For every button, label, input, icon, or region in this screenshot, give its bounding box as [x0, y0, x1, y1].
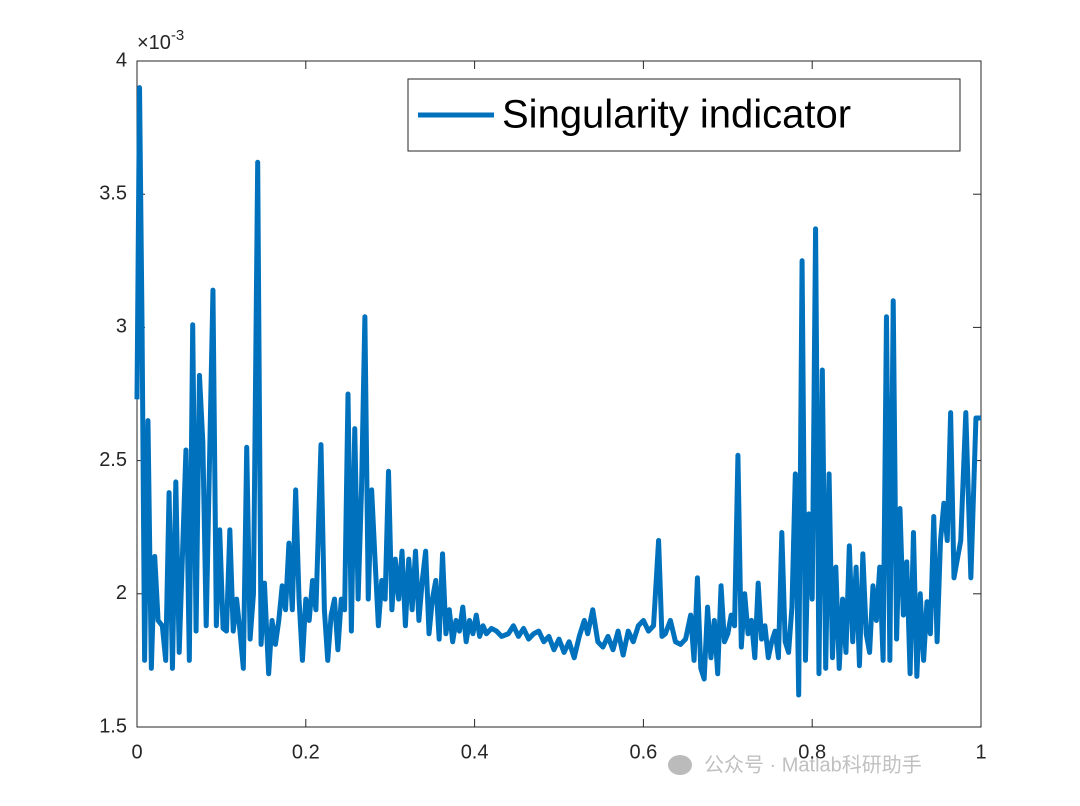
legend-box: [407, 78, 961, 152]
watermark-text: 公众号 · Matlab科研助手: [704, 753, 922, 776]
exponent-power: -3: [171, 27, 184, 44]
exponent-base: ×10: [137, 32, 171, 54]
y-tick-label: 4: [116, 49, 127, 71]
y-tick-label: 3.5: [99, 182, 127, 204]
x-tick-label: 0: [131, 741, 142, 763]
y-tick-label: 3: [116, 316, 127, 338]
watermark-icon: [668, 755, 692, 775]
y-tick-label: 2.5: [99, 449, 127, 471]
y-tick-label: 2: [116, 582, 127, 604]
x-tick-label: 0.4: [461, 741, 489, 763]
data-line: [134, 85, 981, 698]
x-tick-label: 1: [975, 741, 986, 763]
legend-label: Singularity indicator: [502, 93, 851, 137]
legend: Singularity indicator: [407, 78, 961, 152]
x-tick-label: 0.8: [798, 741, 826, 763]
y-tick-label: 1.5: [99, 715, 127, 737]
x-tick-label: 0.2: [292, 741, 320, 763]
watermark: 公众号 · Matlab科研助手: [668, 753, 922, 776]
y-exponent: ×10-3: [137, 27, 184, 54]
x-tick-label: 0.6: [629, 741, 657, 763]
